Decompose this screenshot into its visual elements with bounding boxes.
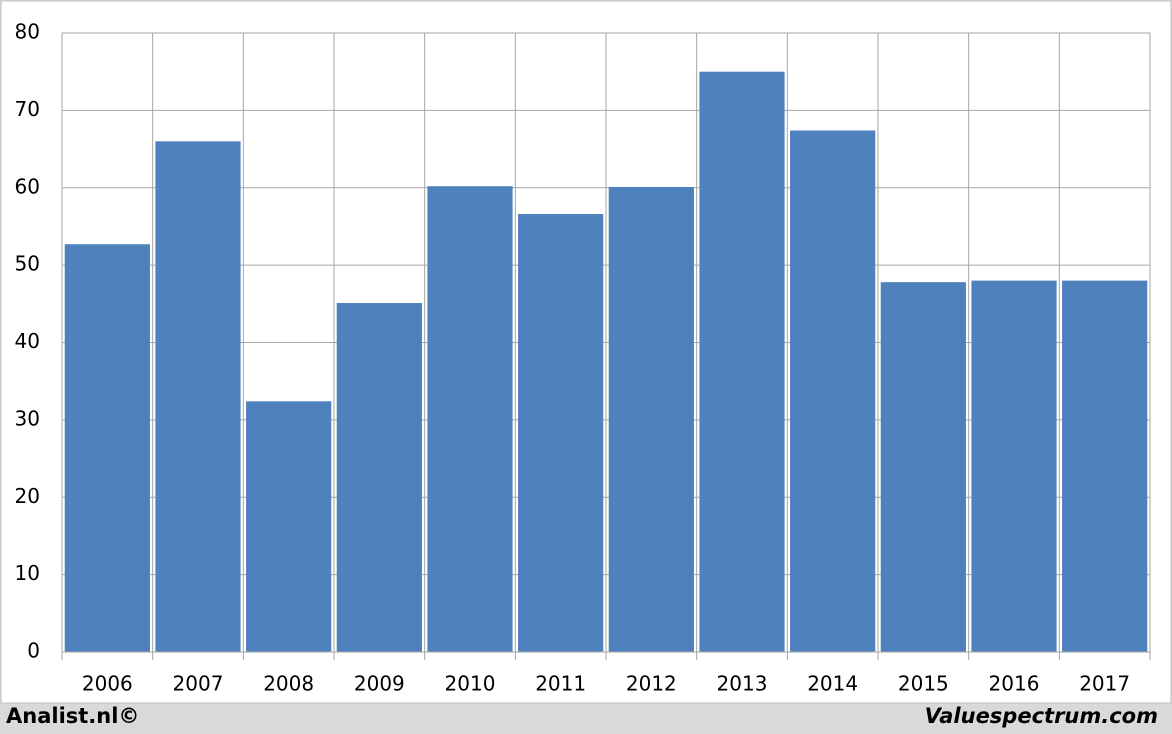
x-tick-label: 2015 [898, 672, 949, 696]
bar [518, 214, 604, 652]
y-tick-label: 20 [15, 484, 40, 508]
y-tick-label: 50 [15, 252, 40, 276]
bar [608, 186, 694, 652]
y-tick-label: 30 [15, 406, 40, 430]
y-tick-label: 0 [27, 639, 40, 663]
bar [336, 303, 422, 652]
y-tick-label: 60 [15, 174, 40, 198]
bar [1062, 280, 1148, 652]
x-tick-label: 2007 [173, 672, 224, 696]
y-tick-label: 40 [15, 329, 40, 353]
x-tick-label: 2012 [626, 672, 677, 696]
bar [64, 244, 150, 652]
x-tick-label: 2008 [263, 672, 314, 696]
y-tick-label: 10 [15, 561, 40, 585]
bar [880, 282, 966, 652]
x-tick-label: 2016 [989, 672, 1040, 696]
bar [971, 280, 1057, 652]
y-tick-label: 70 [15, 97, 40, 121]
bar [246, 401, 332, 652]
x-tick-label: 2010 [445, 672, 496, 696]
x-tick-label: 2006 [82, 672, 133, 696]
credit-label: Valuespectrum.com [925, 704, 1158, 728]
x-tick-label: 2011 [535, 672, 586, 696]
bar [699, 71, 785, 652]
bar [155, 141, 241, 652]
x-tick-label: 2014 [807, 672, 858, 696]
x-tick-label: 2009 [354, 672, 405, 696]
y-tick-label: 80 [15, 20, 40, 44]
x-tick-label: 2017 [1079, 672, 1130, 696]
x-tick-label: 2013 [717, 672, 768, 696]
bar [427, 186, 513, 652]
bar [790, 130, 876, 652]
source-label: Analist.nl© [6, 704, 139, 728]
